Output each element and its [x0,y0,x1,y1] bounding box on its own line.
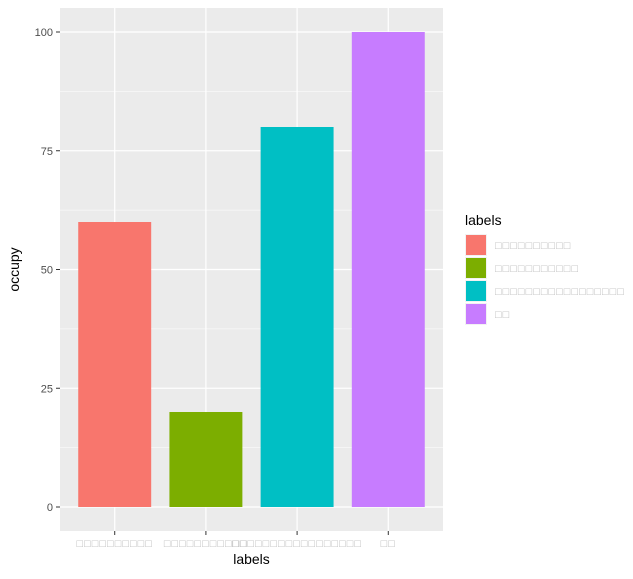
legend-swatch [466,281,486,301]
bar [169,412,243,507]
bar [260,127,334,507]
x-axis-title: labels [233,551,270,567]
y-tick-label: 25 [41,383,53,395]
y-axis-title: occupy [6,247,22,291]
legend-swatch [466,235,486,255]
legend: labels □□□□□□□□□□□□□□□□□□□□□□□□□□□□□□□□□… [465,212,625,325]
y-tick-label: 100 [35,27,53,39]
legend-label: □□ [495,309,510,321]
y-tick-label: 75 [41,146,53,158]
legend-title: labels [465,212,502,228]
bar [78,222,152,507]
legend-swatch [466,304,486,324]
x-tick-label: □□ [381,538,396,550]
legend-label: □□□□□□□□□□□ [495,263,579,275]
legend-label: □□□□□□□□□□□□□□□□□ [495,286,625,298]
x-tick-label: □□□□□□□□□□ [76,538,152,550]
legend-swatch [466,258,486,278]
x-tick-label: □□□□□□□□□□□□□□□□□ [232,538,362,550]
y-tick-label: 0 [47,502,53,514]
y-tick-label: 50 [41,265,53,277]
x-axis: □□□□□□□□□□ □□□□□□□□□□□□□□□□□□□□□□□□□□□□ □□ [76,531,395,550]
y-axis: 0 25 50 75 100 [35,27,60,514]
bars [78,32,425,507]
legend-label: □□□□□□□□□□ [495,240,571,252]
x-tick-label: □□□□□□□□□□□ [164,538,248,550]
bar [351,32,425,507]
